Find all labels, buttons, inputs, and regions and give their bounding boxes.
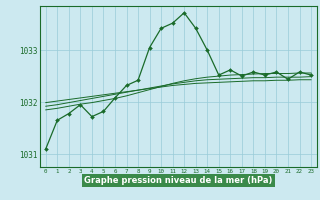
X-axis label: Graphe pression niveau de la mer (hPa): Graphe pression niveau de la mer (hPa) — [84, 176, 273, 185]
